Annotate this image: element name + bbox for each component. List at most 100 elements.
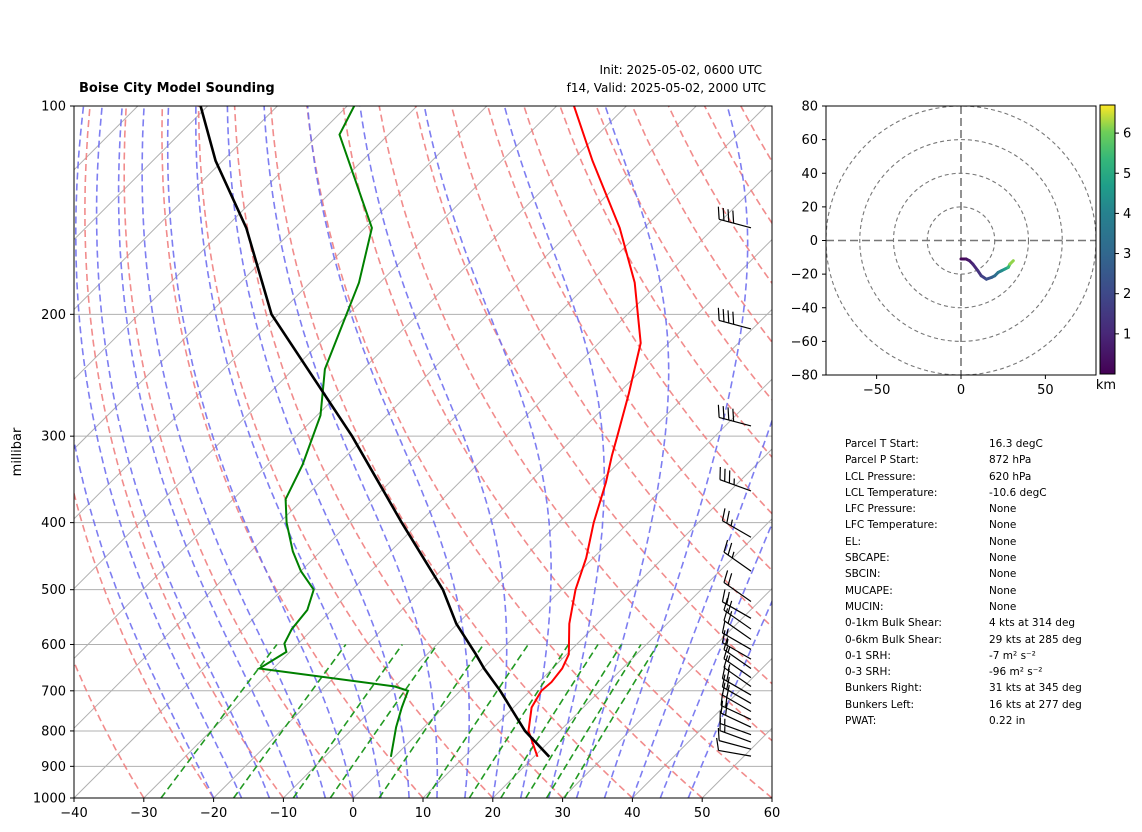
colorbar-tick-label: 3 — [1123, 247, 1131, 262]
wind-barb-flag — [727, 407, 730, 421]
wind-barb-half-flag — [726, 638, 729, 646]
dry-adiabat-line — [414, 106, 772, 685]
parameter-value: 620 hPa — [989, 470, 1032, 483]
moist-adiabat-line — [659, 521, 772, 798]
isotherm-line — [74, 106, 557, 590]
wind-barb — [723, 539, 752, 572]
mixing-ratio-line — [545, 644, 642, 798]
wind-barb-flag — [721, 620, 726, 634]
parameter-value: 872 hPa — [989, 454, 1032, 467]
moist-adiabat-line — [75, 106, 243, 798]
temperature-tick-label: 10 — [415, 806, 432, 821]
colorbar-tick-label: 4 — [1123, 207, 1131, 222]
parameter-value: 31 kts at 345 deg — [989, 682, 1082, 695]
moist-adiabat-line — [306, 106, 471, 798]
isotherm-line — [74, 106, 208, 241]
wind-barb-flag — [722, 309, 725, 322]
parameter-label: Bunkers Left: — [845, 698, 915, 711]
wind-barb-flag — [721, 508, 726, 521]
mixing-ratio-line — [525, 644, 623, 798]
isotherm-line — [74, 106, 348, 380]
wind-barb — [717, 307, 752, 330]
isotherm-line — [562, 587, 772, 798]
valid-time: f14, Valid: 2025-05-02, 2000 UTC — [567, 81, 766, 95]
parcel-profile — [199, 106, 551, 758]
wind-barb — [719, 710, 752, 736]
pressure-tick-label: 900 — [41, 760, 66, 775]
colorbar: 1 2 3 4 5 6 km — [1096, 104, 1131, 393]
wind-barb — [717, 206, 752, 229]
dry-adiabat-line — [233, 106, 564, 798]
isotherm-line — [74, 106, 418, 450]
parameter-value: 29 kts at 285 deg — [989, 633, 1082, 646]
wind-barb-staff — [722, 642, 752, 660]
hodograph-x-tick-label: −50 — [863, 383, 890, 398]
moist-adiabat-line — [166, 106, 354, 798]
isotherm-line — [74, 106, 488, 520]
moist-adiabat-line — [503, 106, 606, 798]
parameter-row: SBCAPE: None — [845, 551, 1125, 567]
wind-barb-flag — [727, 542, 733, 556]
parameter-label: 0-1km Bulk Shear: — [845, 617, 942, 630]
isotherm-line — [283, 308, 772, 798]
colorbar-label: km — [1096, 378, 1116, 393]
parameter-row: MUCIN: None — [845, 600, 1125, 616]
isotherm-line — [213, 238, 772, 798]
dry-adiabat-line — [84, 106, 285, 798]
wind-barb — [723, 655, 752, 687]
parameter-row: LFC Pressure: None — [845, 502, 1125, 518]
hodograph-y-tick-label: −20 — [791, 268, 818, 283]
isotherm-line — [422, 448, 772, 798]
parameter-row: LFC Temperature: None — [845, 518, 1125, 534]
mixing-ratio-line — [329, 644, 438, 798]
dry-adiabat-line — [306, 106, 703, 798]
isotherm-line — [74, 106, 697, 729]
pressure-tick-label: 200 — [41, 308, 66, 323]
hodograph-y-tick-label: 60 — [801, 133, 818, 148]
moist-adiabat-line — [263, 106, 439, 798]
parameter-label: Parcel P Start: — [845, 454, 919, 467]
wind-barb-staff — [722, 632, 752, 650]
wind-barb-staff — [723, 667, 752, 687]
temperature-tick-label: −10 — [270, 806, 297, 821]
sounding-parameters: Parcel T Start: 16.3 degC Parcel P Start: 8… — [845, 437, 1125, 730]
colorbar-tick-label: 1 — [1123, 327, 1131, 342]
wind-barb-flag — [723, 637, 729, 650]
parameter-row: 0-6km Bulk Shear: 29 kts at 285 deg — [845, 633, 1125, 649]
wind-barb-half-flag — [726, 629, 729, 636]
dry-adiabat-line — [74, 659, 145, 798]
parameter-row: Bunkers Left: 16 kts at 277 deg — [845, 698, 1125, 714]
parameter-row: 0-1km Bulk Shear: 4 kts at 314 deg — [845, 616, 1125, 632]
isotherm-line — [632, 657, 772, 798]
wind-barb-flag — [727, 611, 733, 624]
moist-adiabat-line — [603, 106, 749, 798]
parameter-value: 0.22 in — [989, 715, 1026, 728]
wind-barb — [723, 646, 752, 679]
parameter-label: SBCIN: — [845, 568, 881, 581]
pressure-tick-label: 400 — [41, 516, 66, 531]
dry-adiabat-line — [123, 106, 354, 798]
wind-barb-flag — [726, 685, 730, 698]
wind-barb-staff — [722, 678, 752, 696]
dry-adiabat-line — [378, 106, 772, 742]
wind-barb — [721, 674, 752, 704]
isotherm-line — [74, 106, 767, 798]
moist-adiabat-line — [95, 106, 271, 798]
wind-barb-staff — [719, 730, 752, 743]
parameter-row: EL: None — [845, 535, 1125, 551]
parameter-row: PWAT: 0.22 in — [845, 714, 1125, 730]
wind-barb — [717, 727, 752, 750]
wind-barb-staff — [723, 649, 752, 670]
dry-adiabat-line — [523, 106, 772, 515]
moist-adiabat-line — [575, 106, 670, 798]
wind-barb-flag — [726, 510, 730, 524]
wind-barb-flag — [717, 404, 720, 418]
parameter-label: Bunkers Right: — [845, 682, 922, 695]
wind-barb-flag — [723, 655, 729, 668]
isotherm-line — [74, 106, 627, 660]
isotherm-line — [492, 518, 772, 798]
wind-barb-staff — [718, 749, 752, 757]
wind-barb — [723, 608, 752, 640]
wind-barb-flag — [717, 727, 720, 741]
